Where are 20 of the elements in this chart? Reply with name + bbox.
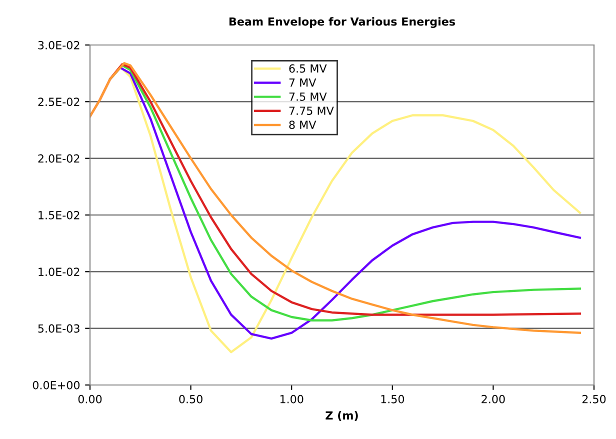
y-tick-label: 0.0E+00	[32, 380, 80, 390]
x-tick-label: 0.00	[78, 394, 102, 404]
chart-title: Beam Envelope for Various Energies	[229, 17, 456, 28]
y-tick-label: 1.0E-02	[38, 268, 80, 276]
y-tick-label: 1.5E-02	[38, 210, 80, 220]
legend-label: 7 MV	[289, 78, 316, 87]
legend-label: 7.5 MV	[289, 92, 327, 101]
legend-label: 6.5 MV	[289, 64, 327, 73]
x-tick-label: 2.00	[482, 394, 505, 404]
x-tick-label: 0.50	[179, 394, 202, 404]
y-tick-label: 2.5E-02	[38, 98, 80, 106]
x-tick-label: 1.00	[280, 394, 304, 404]
y-tick-label: 2.0E-02	[38, 154, 80, 163]
legend-label: 8 MV	[289, 120, 316, 130]
y-tick-label: 5.0E-03	[38, 324, 80, 333]
x-tick-label: 2.50	[582, 394, 606, 404]
x-axis-title: Z (m)	[326, 411, 358, 421]
y-tick-label: 3.0E-02	[38, 40, 80, 50]
legend-label: 7.75 MV	[289, 106, 334, 115]
x-tick-label: 1.50	[381, 394, 404, 404]
